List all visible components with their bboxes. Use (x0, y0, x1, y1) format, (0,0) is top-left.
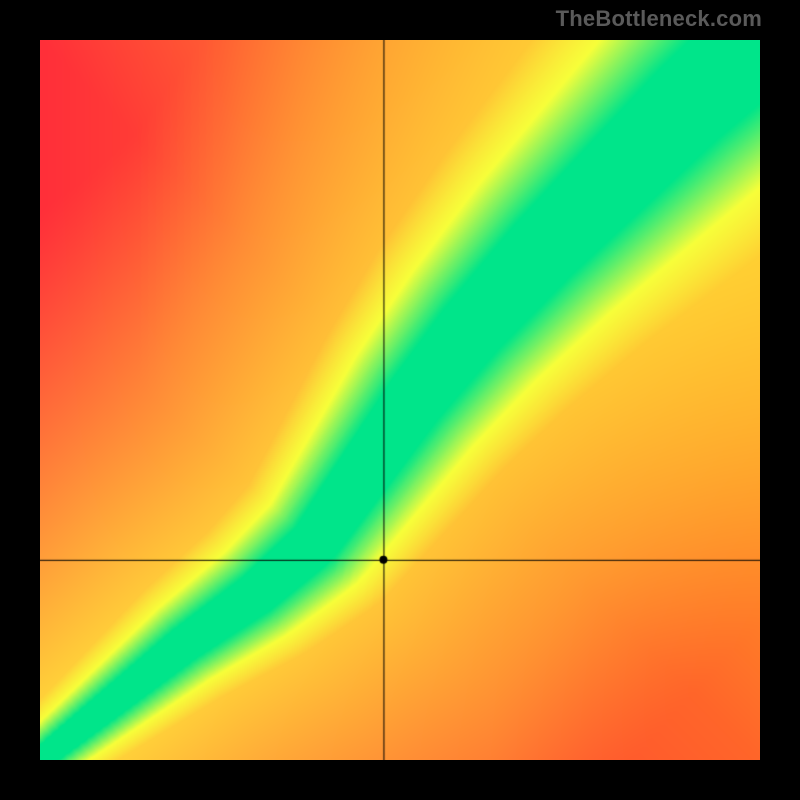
bottleneck-heatmap (40, 40, 760, 760)
chart-container: TheBottleneck.com (0, 0, 800, 800)
watermark-text: TheBottleneck.com (556, 6, 762, 32)
